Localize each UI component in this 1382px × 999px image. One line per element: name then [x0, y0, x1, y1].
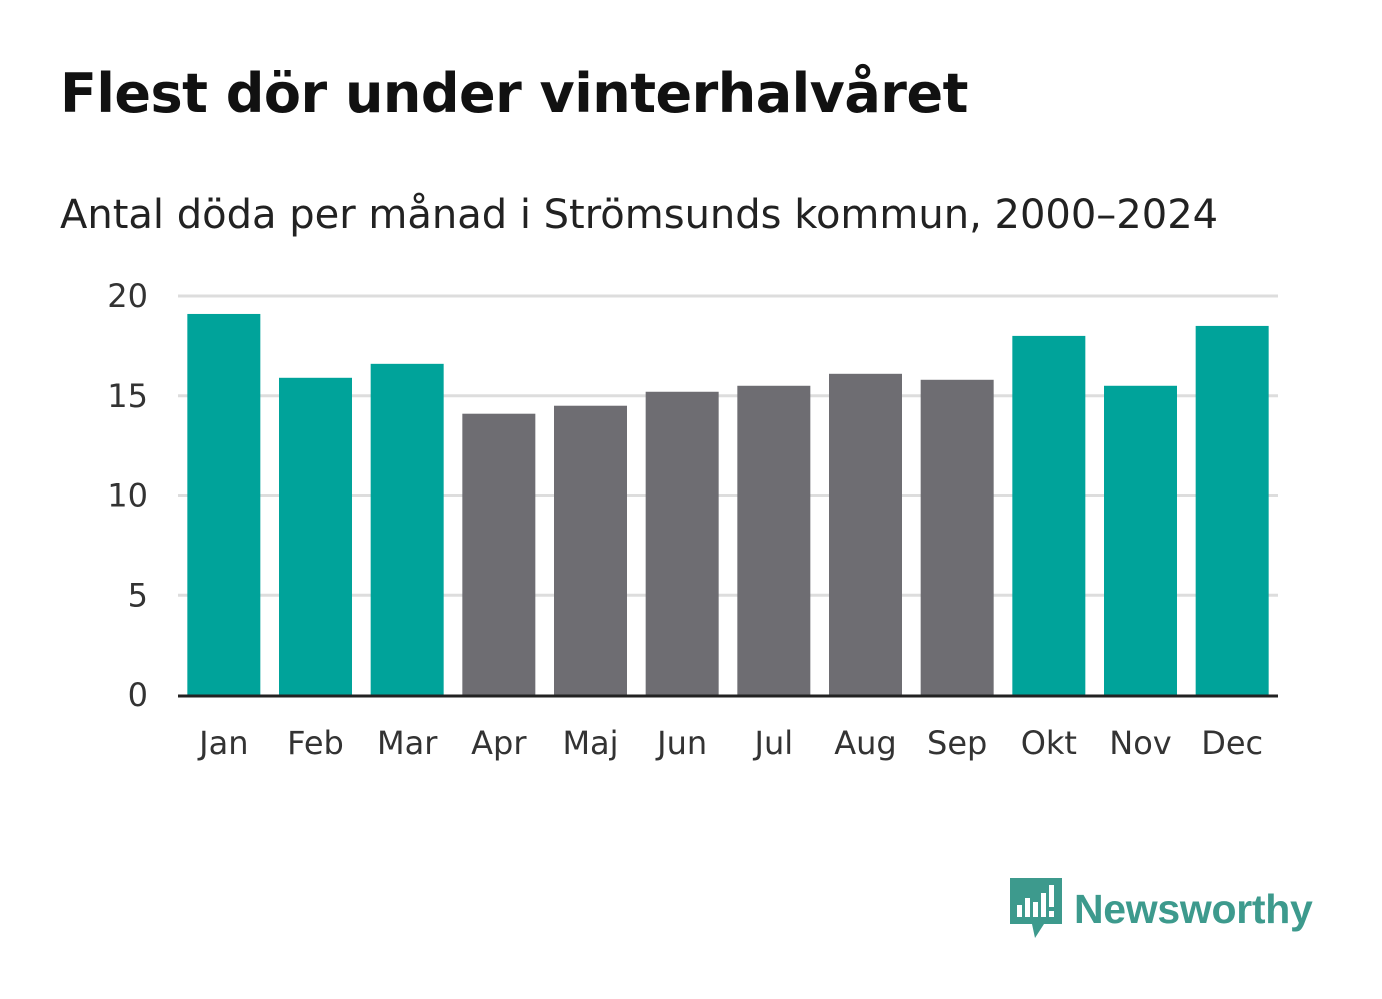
bar-nov	[1104, 385, 1177, 695]
y-tick-label: 10	[107, 477, 148, 515]
chart-subtitle: Antal döda per månad i Strömsunds kommun…	[60, 192, 1219, 238]
bar-apr	[462, 413, 536, 695]
y-tick-label: 15	[107, 377, 148, 415]
bar-maj	[554, 405, 627, 695]
x-tick-label: Nov	[1109, 724, 1171, 762]
bar-dec	[1195, 325, 1269, 695]
y-tick-label: 5	[128, 576, 148, 614]
x-tick-label: Apr	[471, 724, 527, 762]
x-tick-label: Maj	[562, 724, 618, 762]
bar-feb	[279, 377, 352, 695]
bar-aug	[829, 373, 902, 695]
x-tick-label: Sep	[927, 724, 987, 762]
newsworthy-logo: Newsworthy	[1010, 878, 1313, 940]
bar-sep	[920, 379, 994, 695]
x-tick-label: Aug	[834, 724, 896, 762]
x-tick-label: Okt	[1021, 724, 1077, 762]
bar-mar	[370, 363, 444, 695]
x-tick-label: Jun	[655, 724, 707, 762]
x-tick-label: Jan	[197, 724, 248, 762]
bar-jan	[187, 313, 261, 695]
bar-okt	[1012, 335, 1086, 695]
y-tick-label: 20	[107, 277, 148, 315]
gridlines	[178, 294, 1278, 597]
logo-text: Newsworthy	[1074, 885, 1313, 932]
chart-title: Flest dör under vinterhalvåret	[60, 62, 968, 125]
x-tick-label: Dec	[1201, 724, 1263, 762]
x-tick-label: Mar	[377, 724, 438, 762]
bar-jul	[737, 385, 811, 695]
newsworthy-bar-chart-icon	[1010, 878, 1062, 938]
x-tick-label: Jul	[753, 724, 794, 762]
bar-jun	[645, 391, 719, 695]
y-tick-label: 0	[128, 676, 148, 714]
bars	[187, 313, 1269, 695]
tick-labels: 0 5 10 15 20 Jan Feb Mar Apr Maj Jun Jul Aug Sep Okt No…	[107, 277, 1263, 762]
x-tick-label: Feb	[287, 724, 344, 762]
